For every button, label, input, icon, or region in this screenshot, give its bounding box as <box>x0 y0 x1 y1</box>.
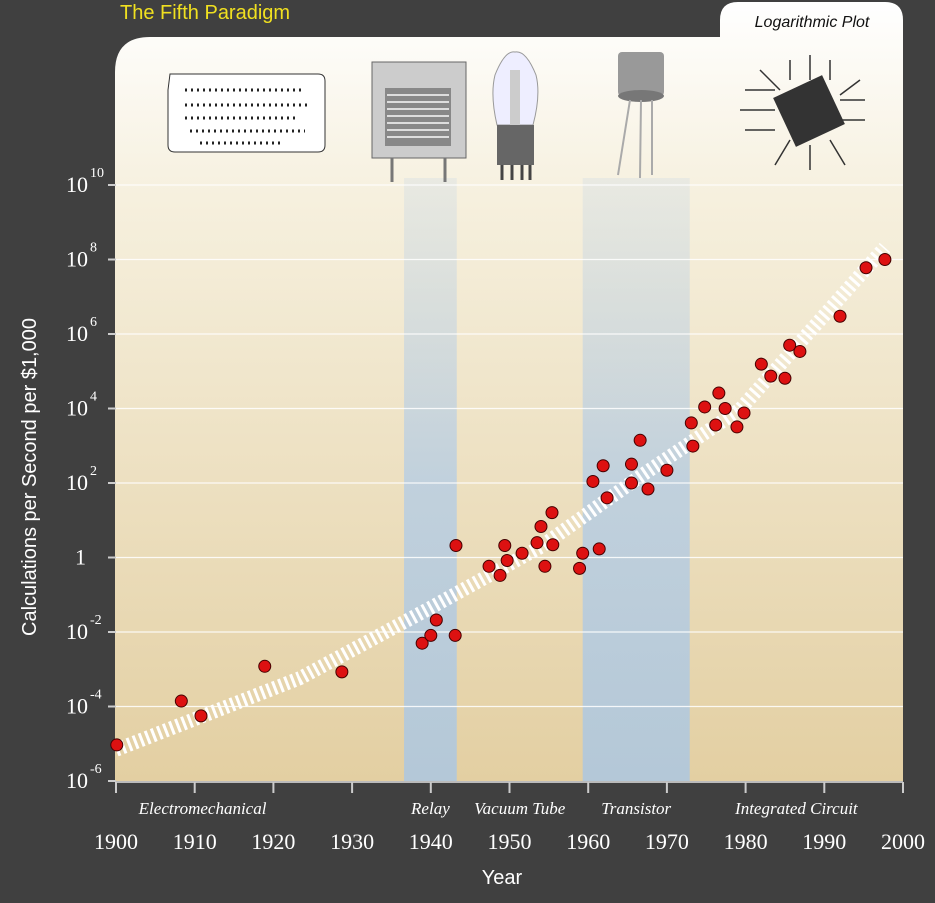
data-point <box>110 738 124 752</box>
data-point <box>573 561 587 575</box>
vacuum-tube-icon <box>492 51 539 180</box>
data-point <box>498 538 512 552</box>
data-point <box>600 491 614 505</box>
punch-card-icon <box>167 73 326 153</box>
data-point <box>624 457 638 471</box>
era-band <box>404 178 457 781</box>
data-point <box>429 613 443 627</box>
y-tick-label: 10 <box>66 247 88 272</box>
data-point <box>660 463 674 477</box>
y-tick-label: 10 <box>66 396 88 421</box>
x-axis-title: Year <box>482 867 523 889</box>
data-point <box>709 418 723 432</box>
data-point <box>624 476 638 490</box>
y-tick-label: 10 <box>66 694 88 719</box>
data-point <box>633 433 647 447</box>
data-point <box>684 416 698 430</box>
data-point <box>500 554 514 568</box>
data-point <box>538 559 552 573</box>
x-tick-label: 1910 <box>173 829 217 854</box>
data-point <box>778 371 792 385</box>
y-tick-label: 10 <box>66 321 88 346</box>
data-point <box>546 538 560 552</box>
x-tick-label: 1940 <box>409 829 453 854</box>
data-point <box>718 402 732 415</box>
y-tick-exponent: -6 <box>90 762 102 777</box>
x-tick-label: 1970 <box>645 829 689 854</box>
x-tick-label: 1900 <box>94 829 138 854</box>
data-point <box>545 506 559 520</box>
x-tick-label: 1960 <box>566 829 610 854</box>
data-point <box>764 369 778 383</box>
data-point <box>878 253 892 266</box>
data-point <box>712 386 726 400</box>
data-point <box>592 542 606 556</box>
y-tick-label: 10 <box>66 470 88 495</box>
data-point <box>258 659 272 673</box>
relay-icon <box>371 61 467 182</box>
data-point <box>448 628 462 642</box>
data-point <box>698 400 712 414</box>
data-point <box>576 546 590 560</box>
chart-title: The Fifth Paradigm <box>120 2 290 24</box>
trend-line <box>113 242 891 757</box>
x-tick-label: 1980 <box>724 829 768 854</box>
data-point <box>793 344 807 358</box>
data-point <box>530 536 544 550</box>
data-point <box>686 439 700 453</box>
data-point <box>754 357 768 371</box>
data-point <box>534 519 548 533</box>
era-label: Relay <box>410 799 450 818</box>
x-tick-label: 1950 <box>488 829 532 854</box>
data-point <box>596 459 610 473</box>
data-point <box>586 474 600 488</box>
data-point <box>515 546 529 560</box>
y-tick-label: 10 <box>66 619 88 644</box>
y-axis-title: Calculations per Second per $1,000 <box>19 318 41 636</box>
y-tick-label: 10 <box>66 768 88 793</box>
era-label: Vacuum Tube <box>474 799 566 818</box>
chip-icon <box>740 55 865 170</box>
data-point <box>449 538 463 552</box>
data-point <box>424 628 438 642</box>
y-tick-exponent: -2 <box>90 613 102 628</box>
y-tick-exponent: -4 <box>90 688 102 703</box>
y-tick-exponent: 6 <box>90 315 97 330</box>
transistor-icon <box>617 52 664 179</box>
y-tick-exponent: 8 <box>90 241 97 256</box>
data-point <box>641 482 655 496</box>
data-point <box>174 694 188 708</box>
x-tick-label: 1920 <box>251 829 295 854</box>
data-point <box>415 636 429 650</box>
y-tick-exponent: 4 <box>90 390 97 405</box>
y-tick-label: 10 <box>66 172 88 197</box>
era-label: Transistor <box>601 799 671 818</box>
plot-panel <box>115 2 903 781</box>
data-point <box>194 709 208 723</box>
x-tick-label: 1930 <box>330 829 374 854</box>
data-point <box>737 406 751 420</box>
y-tick-exponent: 10 <box>90 166 104 181</box>
data-point <box>859 261 873 275</box>
data-point <box>730 420 744 434</box>
era-label: Electromechanical <box>138 799 267 818</box>
data-point <box>783 338 797 352</box>
era-label: Integrated Circuit <box>734 799 859 818</box>
data-point <box>833 309 847 323</box>
x-tick-label: 1990 <box>802 829 846 854</box>
x-tick-label: 2000 <box>881 829 925 854</box>
data-point <box>482 559 496 573</box>
subtitle: Logarithmic Plot <box>755 14 870 31</box>
data-point <box>493 568 507 582</box>
y-tick-exponent: 2 <box>90 464 97 479</box>
y-tick-label: 1 <box>75 545 86 570</box>
data-point <box>335 665 349 679</box>
